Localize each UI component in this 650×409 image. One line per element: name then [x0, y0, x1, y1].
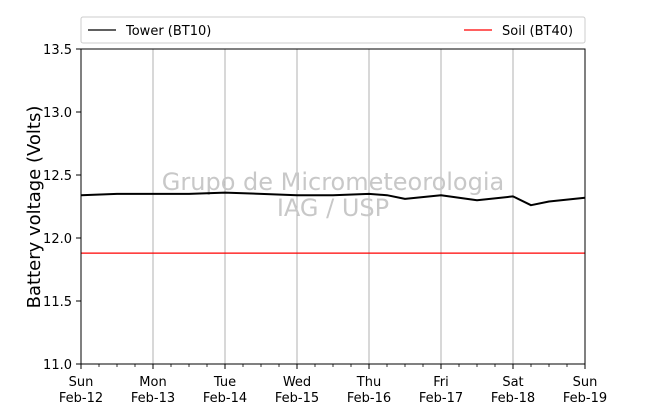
y-axis: 11.0 11.5 12.0 12.5 13.0 13.5 [43, 43, 81, 373]
y-tick-label: 13.0 [43, 106, 72, 121]
x-tick-label-day: Sat [502, 375, 523, 390]
legend-label-tower: Tower (BT10) [125, 24, 211, 39]
x-tick-label-date: Feb-14 [203, 391, 247, 406]
watermark-line-2: IAG / USP [277, 194, 389, 222]
x-tick-label-date: Feb-12 [59, 391, 103, 406]
x-tick-label-date: Feb-17 [419, 391, 463, 406]
x-tick-label-day: Wed [283, 375, 311, 390]
x-tick-label-day: Sun [573, 375, 598, 390]
legend-label-soil: Soil (BT40) [502, 24, 573, 39]
x-tick-label-day: Thu [356, 375, 381, 390]
series-layer [80, 191, 586, 254]
x-tick-label-day: Tue [213, 375, 236, 390]
y-tick-label: 12.0 [43, 232, 72, 247]
x-tick-label-date: Feb-15 [275, 391, 319, 406]
legend-frame [80, 16, 586, 44]
series-line-tower [80, 191, 586, 207]
plot-area: Grupo de Micrometeorologia IAG / USP [80, 48, 586, 365]
x-tick-label-day: Mon [139, 375, 166, 390]
x-tick-label-date: Feb-16 [347, 391, 391, 406]
x-tick-label-day: Sun [69, 375, 94, 390]
y-tick-label: 11.5 [43, 295, 72, 310]
legend: Tower (BT10) Soil (BT40) [80, 16, 586, 44]
y-tick-label: 11.0 [43, 358, 72, 373]
x-tick-label-day: Fri [433, 375, 449, 390]
x-tick-label-date: Feb-13 [131, 391, 175, 406]
watermark-line-1: Grupo de Micrometeorologia [162, 168, 504, 196]
y-tick-label: 12.5 [43, 169, 72, 184]
x-tick-label-date: Feb-18 [491, 391, 535, 406]
x-axis: SunFeb-12MonFeb-13TueFeb-14WedFeb-15ThuF… [59, 364, 607, 406]
y-tick-label: 13.5 [43, 43, 72, 58]
gridlines [152, 49, 514, 364]
x-tick-label-date: Feb-19 [563, 391, 607, 406]
y-axis-label: Battery voltage (Volts) [24, 106, 45, 309]
